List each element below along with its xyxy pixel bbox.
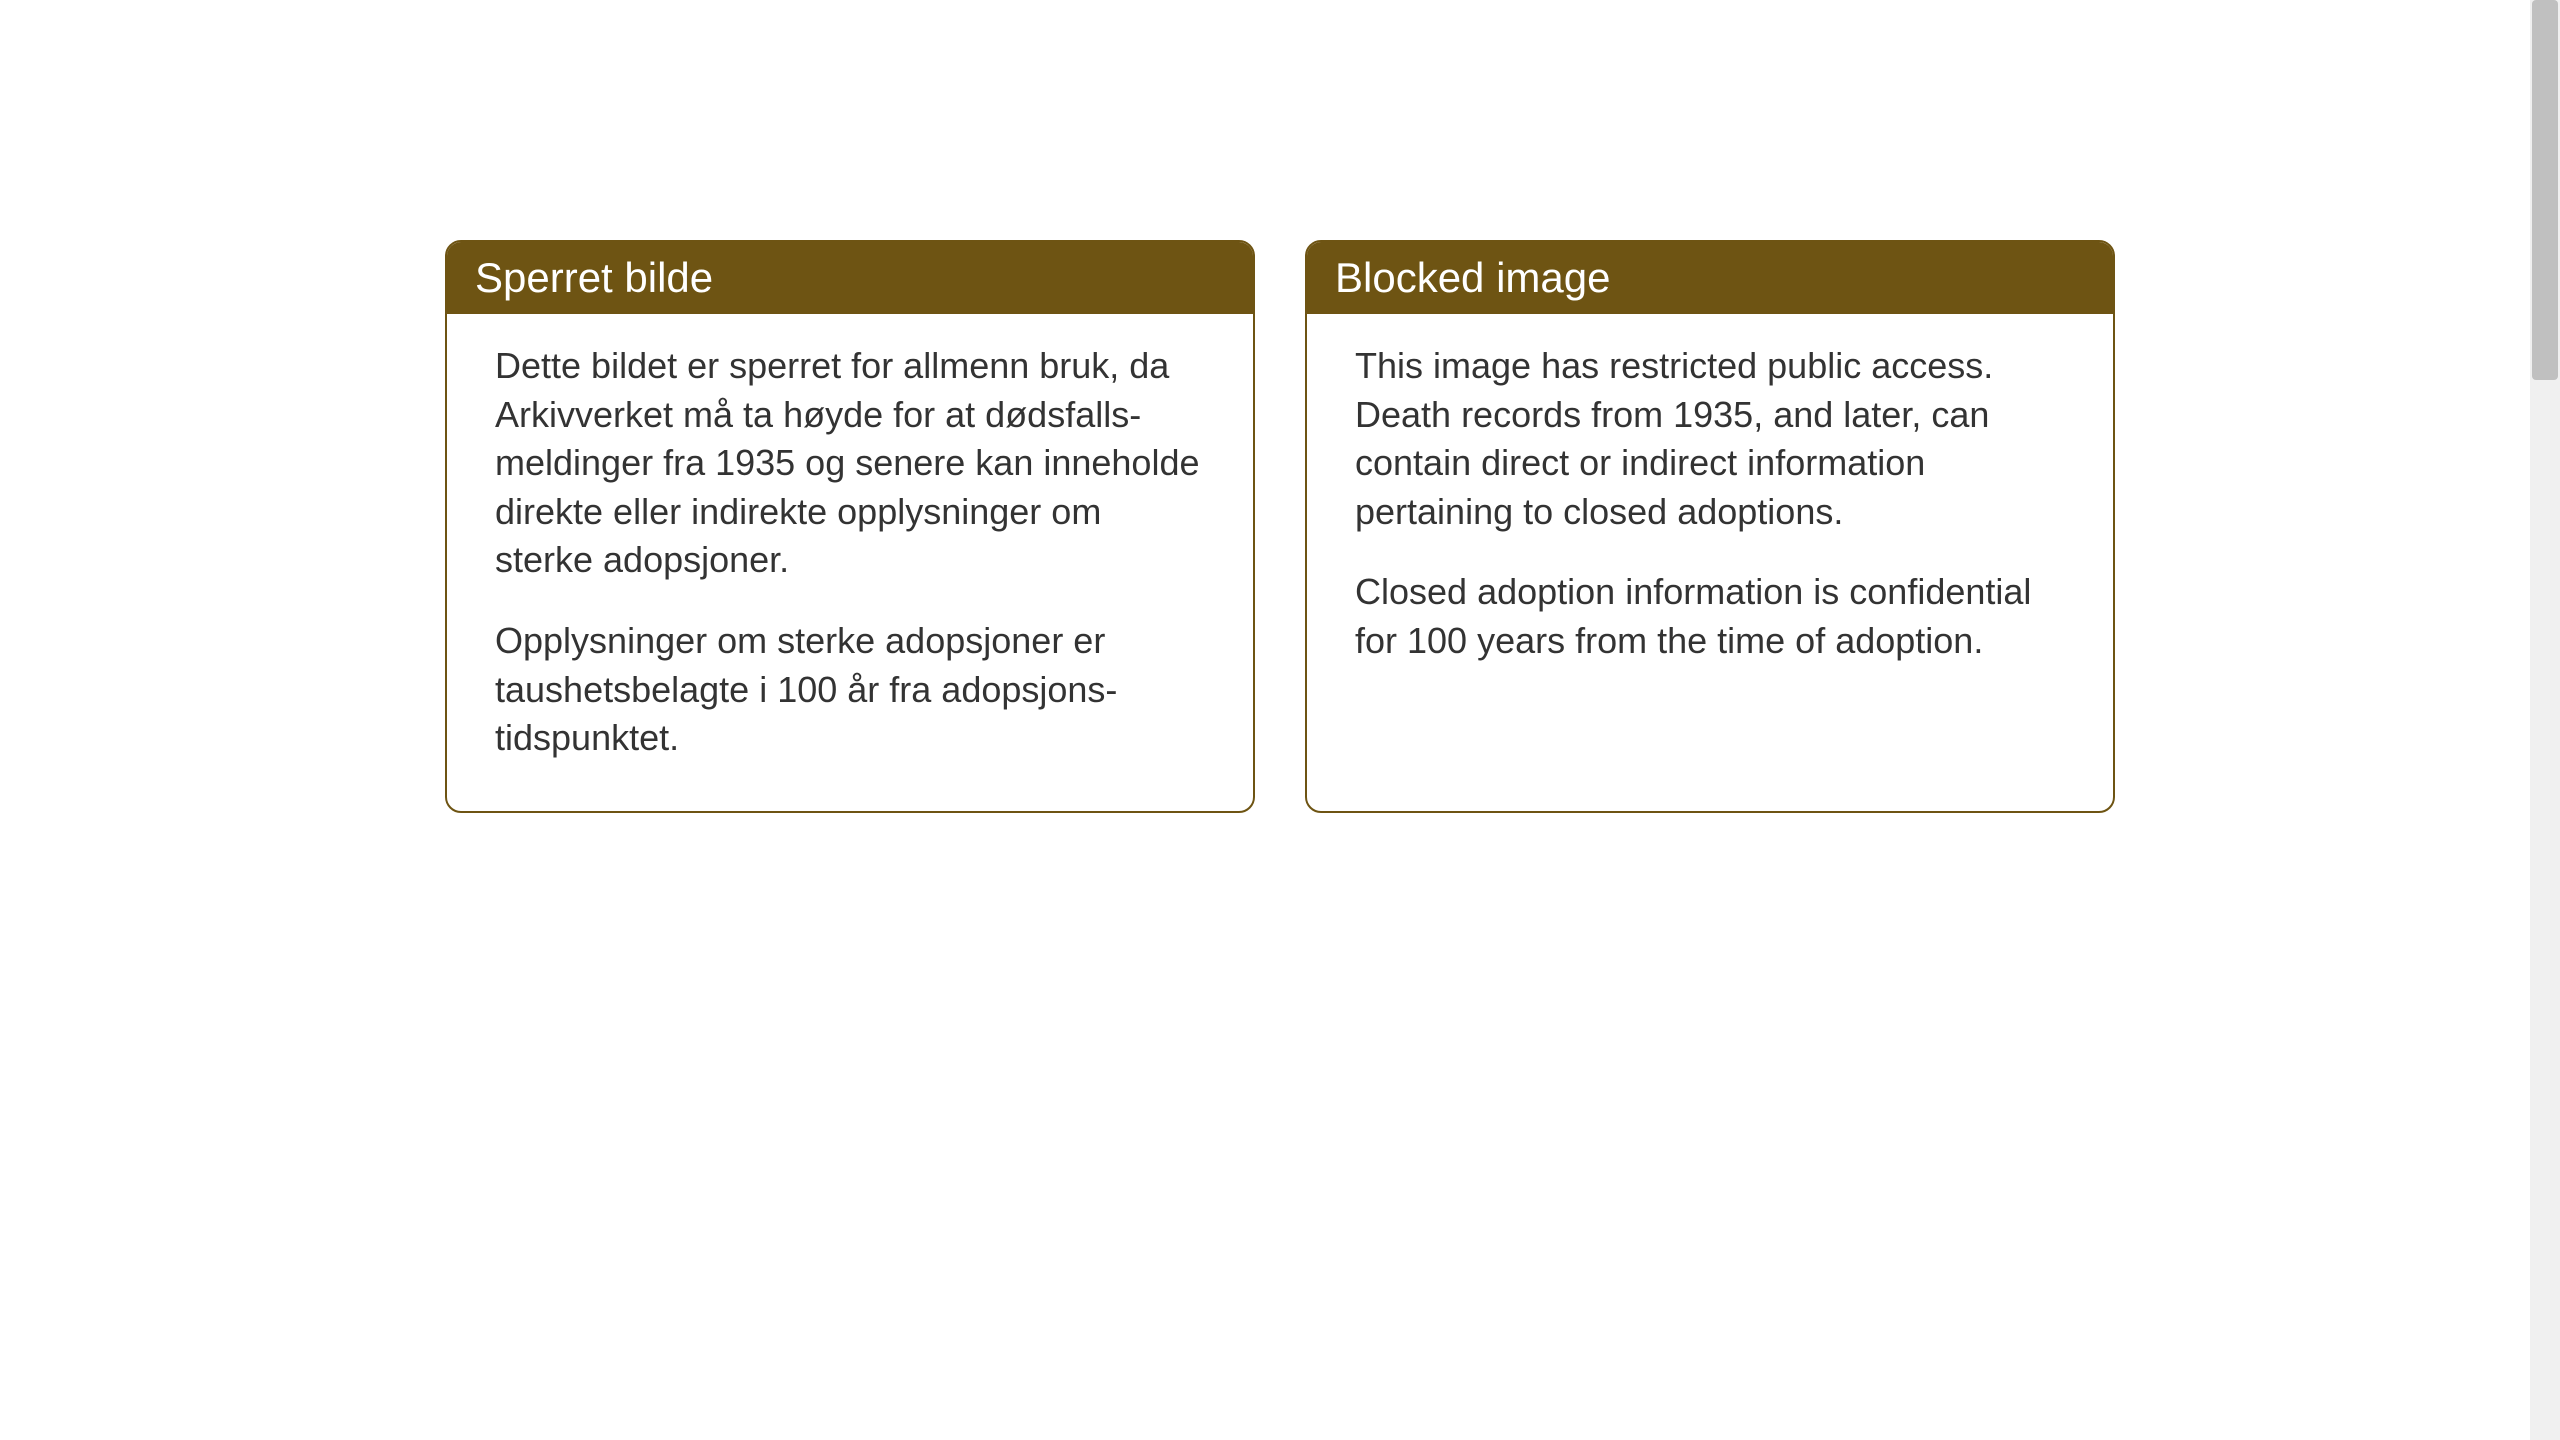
scrollbar-thumb[interactable]: [2532, 0, 2558, 380]
english-paragraph-1: This image has restricted public access.…: [1355, 342, 2065, 536]
cards-container: Sperret bilde Dette bildet er sperret fo…: [445, 240, 2115, 813]
english-paragraph-2: Closed adoption information is confident…: [1355, 568, 2065, 665]
english-card-header: Blocked image: [1307, 242, 2113, 314]
english-card: Blocked image This image has restricted …: [1305, 240, 2115, 813]
norwegian-card: Sperret bilde Dette bildet er sperret fo…: [445, 240, 1255, 813]
norwegian-card-header: Sperret bilde: [447, 242, 1253, 314]
english-card-title: Blocked image: [1335, 254, 1610, 301]
english-card-body: This image has restricted public access.…: [1307, 314, 2113, 714]
scrollbar-track[interactable]: [2530, 0, 2560, 1440]
norwegian-paragraph-2: Opplysninger om sterke adopsjoner er tau…: [495, 617, 1205, 763]
norwegian-card-title: Sperret bilde: [475, 254, 713, 301]
norwegian-paragraph-1: Dette bildet er sperret for allmenn bruk…: [495, 342, 1205, 585]
norwegian-card-body: Dette bildet er sperret for allmenn bruk…: [447, 314, 1253, 811]
